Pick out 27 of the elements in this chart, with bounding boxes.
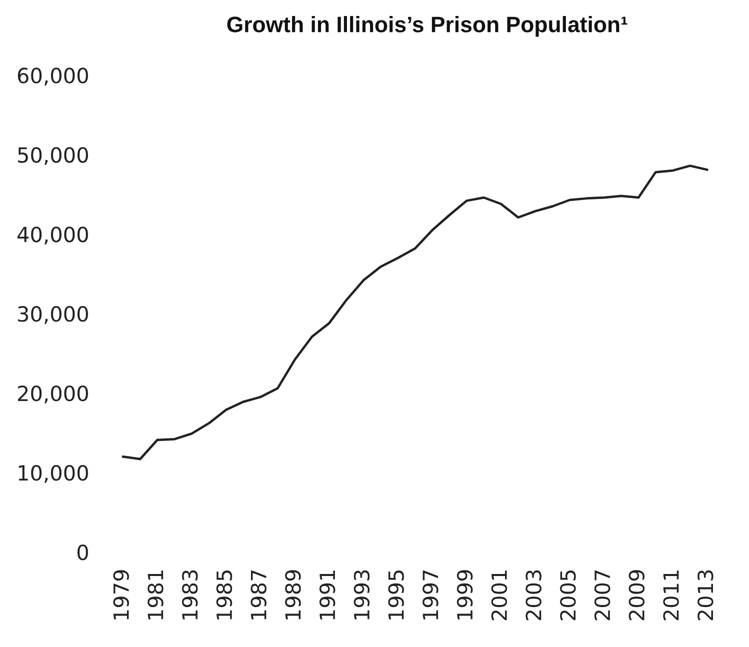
- x-tick-label: 1985: [216, 570, 232, 620]
- x-tick-label: 1983: [182, 570, 198, 620]
- y-tick-label: 30,000: [18, 306, 88, 324]
- y-tick-label: 50,000: [18, 147, 88, 165]
- x-tick-label: 2011: [663, 570, 679, 620]
- x-tick-label: 2005: [560, 570, 576, 620]
- x-tick-label: 2013: [698, 570, 714, 620]
- y-tick-label: 20,000: [18, 386, 88, 404]
- line-series: [122, 164, 708, 460]
- x-tick-label: 1999: [456, 570, 473, 620]
- x-tick-label: 1979: [113, 570, 130, 620]
- x-tick-label: 1991: [319, 570, 336, 620]
- x-tick-label: 1987: [250, 570, 266, 620]
- y-tick-label: 60,000: [18, 68, 88, 86]
- x-tick-label: 1989: [285, 570, 301, 620]
- y-tick-label: 10,000: [18, 465, 88, 483]
- x-tick-label: 1997: [422, 570, 438, 620]
- x-tick-label: 2007: [594, 570, 610, 620]
- chart-title: Growth in Illinois’s Prison Population¹: [227, 16, 628, 37]
- x-tick-label: 1993: [354, 570, 370, 620]
- x-tick-label: 1981: [148, 570, 164, 620]
- x-tick-label: 1995: [388, 570, 404, 620]
- x-tick-label: 2003: [526, 570, 542, 620]
- x-tick-label: 2001: [491, 570, 508, 620]
- y-tick-label: 0: [77, 544, 88, 560]
- x-tick-label: 2009: [628, 570, 645, 620]
- y-tick-label: 40,000: [17, 226, 88, 244]
